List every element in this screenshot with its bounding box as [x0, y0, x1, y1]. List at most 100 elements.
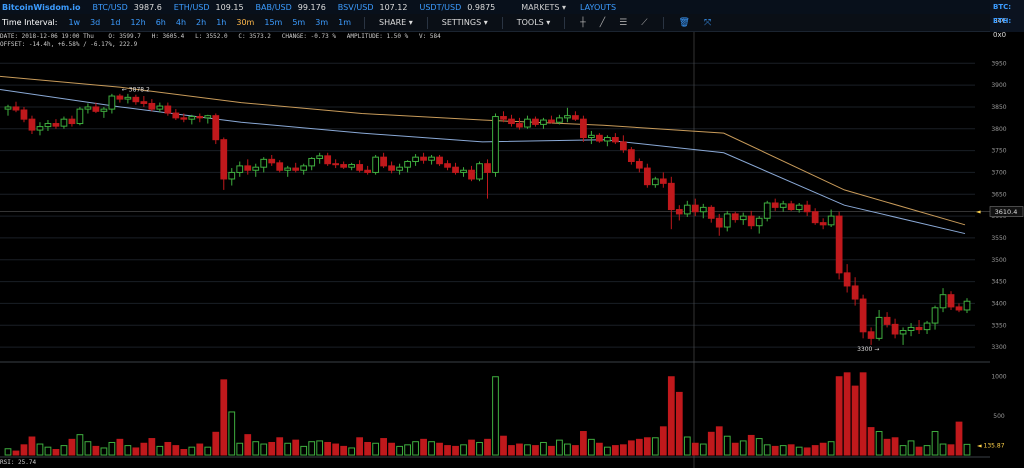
volume-bar [436, 442, 443, 456]
settings-menu[interactable]: SETTINGS ▾ [441, 18, 488, 27]
candle-body [899, 329, 907, 335]
interval-1m[interactable]: 1m [338, 18, 352, 27]
volume-bar [348, 447, 356, 456]
ticker-bsv[interactable]: BSV/USD 107.12 [337, 2, 408, 12]
candle-body [915, 326, 923, 331]
interval-4h[interactable]: 4h [175, 18, 187, 27]
interval-6h[interactable]: 6h [155, 18, 166, 27]
ma-short-line [0, 88, 966, 235]
volume-bar [572, 445, 579, 456]
volume-bar [228, 411, 236, 456]
candle-body [300, 165, 308, 171]
volume-bar [108, 441, 116, 456]
trash-icon[interactable]: 🗑 [678, 17, 690, 28]
volume-bar [332, 443, 340, 456]
candle-body [324, 155, 332, 165]
volume-bar [396, 445, 403, 456]
volume-bar [372, 442, 379, 456]
volume-bar [412, 441, 419, 456]
volume-bar [675, 391, 683, 456]
side-ticker-btc[interactable]: BTC: 34€ [993, 3, 1012, 25]
candle-body [340, 164, 348, 168]
ticker-eth[interactable]: ETH/USD 109.15 [173, 2, 244, 12]
volume-bar [899, 445, 907, 456]
layouts-menu[interactable]: LAYOUTS [580, 2, 617, 12]
volume-bar [76, 434, 84, 456]
crosshair-icon[interactable]: ┼ [580, 17, 586, 28]
candle-body [140, 101, 148, 104]
candle-body [715, 217, 723, 228]
markets-menu[interactable]: MARKETS ▾ [521, 2, 567, 12]
interval-3m[interactable]: 3m [315, 18, 329, 27]
volume-bar [12, 450, 20, 456]
side-ticker-eth[interactable]: ETH: 0x0 [993, 17, 1012, 39]
ray-icon[interactable]: ⟋ [641, 17, 648, 28]
interval-5m[interactable]: 5m [292, 18, 306, 27]
candle-body [611, 137, 619, 143]
interval-1w[interactable]: 1w [68, 18, 81, 27]
price-tick-label: 3400 [991, 300, 1006, 307]
volume-bar [803, 447, 811, 456]
ticker-btc[interactable]: BTC/USD 3987.6 [92, 2, 162, 12]
volume-bar [859, 372, 867, 456]
volume-bar [659, 426, 667, 456]
candle-body [12, 106, 20, 111]
volume-bar [92, 445, 100, 456]
candle-body [787, 203, 795, 211]
volume-bar [883, 438, 891, 456]
volume-bar [260, 443, 268, 456]
candle-body [875, 316, 883, 339]
interval-1d[interactable]: 1d [110, 18, 121, 27]
tools-menu[interactable]: TOOLS ▾ [516, 18, 551, 27]
interval-2h[interactable]: 2h [196, 18, 207, 27]
interval-3d[interactable]: 3d [90, 18, 101, 27]
time-interval-label: Time Interval: [2, 18, 58, 27]
candle-body [20, 109, 28, 120]
candle-body [460, 169, 467, 173]
ticker-bab[interactable]: BAB/USD 99.176 [255, 2, 326, 12]
price-tick-label: 3650 [991, 191, 1006, 198]
volume-bar [316, 440, 324, 456]
share-menu[interactable]: SHARE ▾ [379, 18, 413, 27]
ticker-usdt[interactable]: USDT/USD 0.9875 [419, 2, 496, 12]
interval-12h[interactable]: 12h [130, 18, 146, 27]
fullscreen-icon[interactable]: ⤧ [703, 17, 712, 28]
interval-15m[interactable]: 15m [264, 18, 283, 27]
candle-body [835, 215, 843, 274]
volume-bar [124, 445, 132, 456]
candle-body [244, 165, 252, 171]
volume-bar [651, 437, 659, 456]
volume-bar [292, 439, 300, 456]
volume-bar [420, 438, 427, 456]
candle-body [124, 96, 132, 100]
volume-bar [843, 372, 851, 456]
volume-bar [172, 445, 180, 456]
candle-body [691, 204, 699, 213]
interval-1h[interactable]: 1h [216, 18, 227, 27]
interval-30m[interactable]: 30m [236, 18, 255, 27]
candle-body [731, 213, 739, 221]
candle-body [827, 215, 835, 226]
volume-tick-label: 500 [993, 413, 1005, 420]
volume-bar [276, 437, 284, 456]
candle-body [851, 285, 859, 300]
candle-body [204, 115, 212, 119]
volume-bar [140, 442, 148, 456]
volume-bar [532, 445, 539, 456]
fib-lines-icon[interactable]: ☰ [619, 17, 628, 28]
divider [564, 16, 566, 29]
candle-body [931, 307, 939, 324]
volume-bar [787, 444, 795, 456]
line-draw-icon[interactable]: ╱ [599, 17, 606, 28]
volume-bar [596, 442, 603, 456]
candle-body [635, 161, 643, 169]
divider [662, 16, 664, 29]
candle-body [180, 117, 188, 120]
candle-body [795, 204, 803, 211]
brand-logo[interactable]: BitcoinWisdom.io [2, 2, 81, 12]
volume-bar [947, 444, 955, 456]
volume-bar [683, 436, 691, 456]
volume-bar [100, 447, 108, 456]
last-price-marker: ◄ [976, 209, 981, 216]
